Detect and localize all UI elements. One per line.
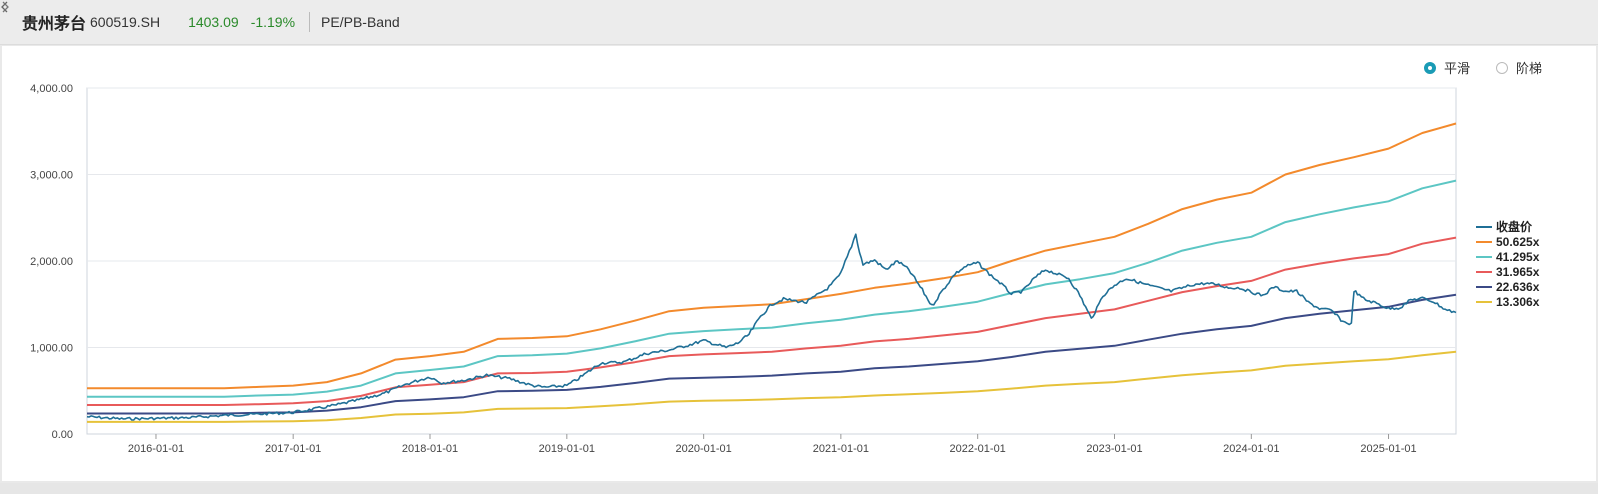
x-tick-label: 2016-01-01	[128, 443, 184, 455]
y-tick-label: 4,000.00	[30, 83, 73, 95]
x-tick-label: 2024-01-01	[1223, 443, 1279, 455]
series-line-close-price	[86, 233, 1457, 421]
x-tick-label: 2021-01-01	[813, 443, 869, 455]
x-tick-label: 2025-01-01	[1360, 443, 1416, 455]
series-line-31-965x	[87, 236, 1457, 406]
change-percent: -1.19%	[250, 14, 296, 30]
legend-swatch	[1476, 285, 1492, 288]
radio-unchecked-icon	[1496, 61, 1509, 74]
smooth-radio[interactable]: 平滑	[1424, 58, 1470, 77]
step-label: 阶梯	[1516, 61, 1543, 76]
step-radio[interactable]: 阶梯	[1496, 58, 1542, 77]
legend-item[interactable]: 收盘价	[1476, 219, 1539, 234]
bottom-strip	[0, 483, 1598, 494]
x-tick-label: 2019-01-01	[539, 443, 595, 455]
legend-item[interactable]: 41.295x	[1476, 249, 1539, 264]
chevron-right-icon	[2, 1, 9, 13]
top-bar: 贵州茅台 600519.SH 1403.09 -1.19% PE/PB-Band	[0, 0, 1598, 45]
legend-label: 收盘价	[1496, 220, 1533, 234]
legend-item[interactable]: 22.636x	[1476, 279, 1539, 294]
radio-checked-icon	[1424, 61, 1436, 74]
legend-label: 31.965x	[1496, 264, 1540, 279]
chart-panel	[2, 46, 1596, 481]
y-tick-label: 2,000.00	[30, 256, 73, 268]
series-line-50-625x	[87, 122, 1457, 390]
x-tick-label: 2020-01-01	[676, 443, 732, 455]
x-tick-label: 2022-01-01	[950, 443, 1006, 455]
legend-label: 50.625x	[1496, 234, 1540, 249]
x-tick-label: 2018-01-01	[402, 443, 458, 455]
x-tick-label: 2017-01-01	[265, 443, 321, 455]
series-line-22-636x	[87, 293, 1457, 415]
band-style-options: 平滑 阶梯	[1424, 58, 1542, 77]
series-line-13-306x	[87, 350, 1457, 423]
legend-item[interactable]: 50.625x	[1476, 234, 1539, 249]
series-line-41-295x	[87, 179, 1457, 398]
legend-item[interactable]: 13.306x	[1476, 294, 1539, 309]
stock-name: 贵州茅台	[22, 16, 87, 33]
legend-swatch	[1476, 300, 1492, 303]
legend-label: 22.636x	[1496, 279, 1540, 294]
legend-swatch	[1476, 270, 1492, 273]
chart-legend: 收盘价 50.625x 41.295x 31.965x 22.636x 13.306x	[1476, 219, 1539, 309]
divider	[309, 12, 311, 32]
y-tick-label: 1,000.00	[30, 343, 73, 355]
y-tick-label: 0.00	[52, 429, 73, 441]
stock-code: 600519.SH	[90, 14, 161, 30]
x-tick-label: 2023-01-01	[1086, 443, 1142, 455]
y-tick-label: 3,000.00	[30, 170, 73, 182]
legend-label: 13.306x	[1496, 294, 1540, 309]
legend-item[interactable]: 31.965x	[1476, 264, 1539, 279]
legend-swatch	[1476, 255, 1492, 258]
chart-mode-title: PE/PB-Band	[321, 14, 400, 30]
legend-swatch	[1476, 240, 1492, 243]
current-price: 1403.09	[188, 14, 239, 30]
smooth-label: 平滑	[1444, 61, 1471, 76]
legend-label: 41.295x	[1496, 249, 1540, 264]
legend-swatch	[1476, 225, 1492, 228]
next-chevron-icon[interactable]	[2, 0, 182, 44]
